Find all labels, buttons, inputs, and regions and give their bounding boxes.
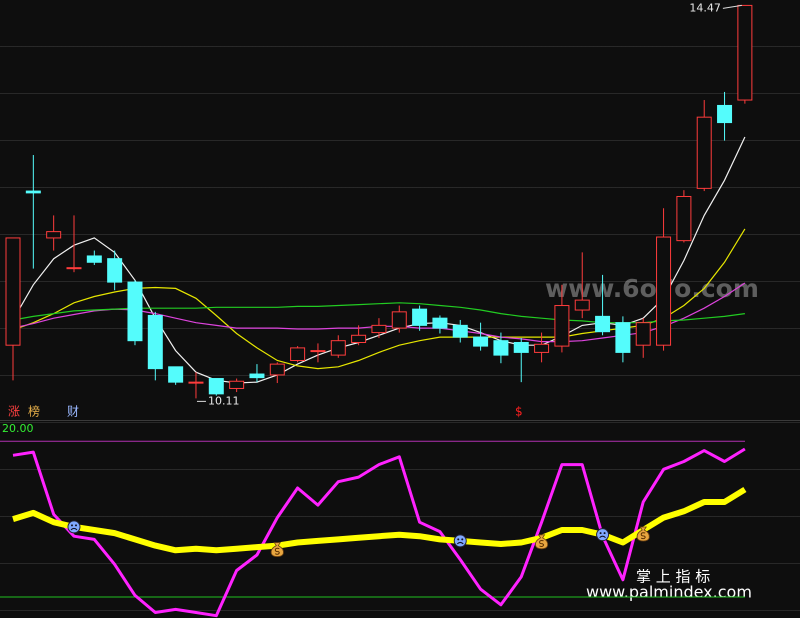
icon: [456, 541, 464, 545]
buy-signal: [535, 534, 549, 550]
icon: [539, 540, 545, 547]
candle-body: [107, 258, 123, 283]
candle-body: [127, 281, 143, 342]
indicator-line: [12, 447, 746, 618]
icon: [599, 535, 606, 539]
candle-body: [717, 104, 733, 124]
icon: [596, 528, 610, 542]
candle-body: [513, 341, 529, 353]
candle-body: [229, 380, 245, 389]
watermark: 掌 上 指 标: [636, 568, 710, 586]
candle-body: [473, 336, 489, 347]
icon: [70, 524, 73, 527]
candle-body: [290, 347, 306, 362]
icon: [70, 527, 78, 531]
icon: [274, 547, 280, 555]
candle-body: [696, 116, 712, 189]
candle-body: [737, 4, 753, 101]
candle-body: [147, 314, 163, 370]
buy-signal: [270, 542, 284, 557]
candle-body: [330, 340, 346, 356]
candle-body: [635, 322, 651, 346]
icon: [67, 520, 81, 534]
candle-body: [554, 305, 570, 347]
moving-average: [12, 136, 746, 384]
candle-body: [86, 255, 102, 263]
candle-body: [412, 308, 428, 326]
candle-body: [391, 311, 407, 329]
tag: 榜: [28, 404, 40, 419]
high-label: 14.47: [689, 1, 721, 14]
icon: [640, 532, 646, 540]
watermark: www.palmindex.com: [586, 583, 752, 602]
candle-body: [371, 324, 387, 334]
tag: 财: [67, 405, 79, 419]
candle-body: [168, 366, 184, 383]
sell-signal: [596, 528, 610, 542]
icon: [270, 542, 284, 557]
icon: [461, 538, 464, 541]
icon: [636, 526, 650, 542]
sell-signal: [453, 534, 467, 548]
indicator-line: [12, 486, 747, 554]
candle-body: [208, 378, 224, 395]
candle-body: [452, 324, 468, 338]
candle-body: [351, 334, 367, 343]
low-label: 10.11: [208, 394, 240, 407]
indicator-label: 20.00: [2, 422, 34, 435]
candle-body: [269, 363, 285, 376]
candle-body: [188, 381, 204, 384]
candle-body: [310, 350, 326, 353]
icon: [453, 534, 467, 548]
candle-body: [432, 317, 448, 329]
tag: $: [515, 405, 523, 419]
watermark: www.6o7o.com: [545, 274, 759, 303]
icon: [535, 534, 549, 550]
candle-body: [656, 236, 672, 346]
tag: 涨: [8, 404, 20, 419]
candle-body: [615, 322, 631, 353]
icon: [457, 538, 460, 541]
candle-body: [493, 340, 509, 356]
label-arrow: [722, 4, 742, 9]
icon: [74, 524, 77, 527]
candle-body: [595, 315, 611, 333]
icon: [599, 532, 602, 535]
candle-body: [574, 299, 590, 311]
buy-signal: [636, 526, 650, 542]
candle-body: [5, 237, 21, 346]
sell-signal: [67, 520, 81, 534]
candle-body: [249, 373, 265, 379]
icon: [603, 532, 606, 535]
candle-body: [534, 343, 550, 353]
candle-body: [676, 195, 692, 242]
candle-body: [46, 231, 62, 239]
candle-body: [25, 190, 41, 194]
candle-body: [66, 267, 82, 270]
